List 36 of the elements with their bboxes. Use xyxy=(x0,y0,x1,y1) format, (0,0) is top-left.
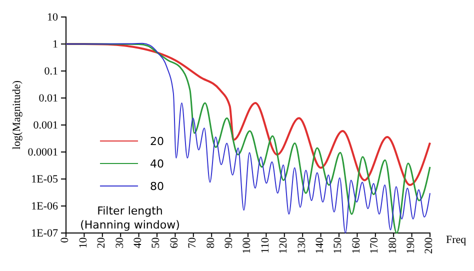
x-tick-label: 190 xyxy=(404,236,417,254)
y-tick-label: 0.0001 xyxy=(28,146,58,159)
x-tick-label: 90 xyxy=(222,236,235,248)
legend-label: 40 xyxy=(150,158,164,170)
x-tick-label: 70 xyxy=(186,236,199,248)
x-tick-label: 150 xyxy=(332,236,344,254)
x-tick-label: 130 xyxy=(296,236,308,254)
y-tick-label: 0.001 xyxy=(33,120,58,132)
y-tick-label: 1E-07 xyxy=(31,228,58,240)
x-tick-label: 10 xyxy=(77,236,90,248)
x-tick-label: 140 xyxy=(314,236,326,254)
y-tick-label: 0.01 xyxy=(38,92,58,105)
x-tick-label: 50 xyxy=(150,236,162,248)
x-tick-label: 80 xyxy=(204,236,217,248)
y-tick-label: 10 xyxy=(47,12,58,24)
x-tick-label: 30 xyxy=(114,236,126,248)
x-tick-label: 120 xyxy=(278,236,290,254)
x-tick-label: 20 xyxy=(96,236,108,248)
x-tick-label: 0 xyxy=(59,236,72,243)
y-axis-title: log(Magnitude) xyxy=(11,80,23,150)
x-tick-label: 160 xyxy=(350,236,362,254)
legend-title: Filter length (Hanning window) xyxy=(80,204,180,232)
x-axis-title: Freq xyxy=(446,234,467,246)
x-tick-label: 170 xyxy=(368,236,381,254)
x-tick-label: 40 xyxy=(132,236,144,248)
x-tick-label: 100 xyxy=(241,236,254,254)
legend-label: 80 xyxy=(150,180,164,193)
x-tick-label: 60 xyxy=(168,236,180,248)
y-tick-label: 1 xyxy=(52,38,58,51)
y-tick-label: 1E-05 xyxy=(31,174,58,186)
x-tick-label: 200 xyxy=(423,236,436,254)
legend-label: 20 xyxy=(150,135,164,148)
x-tick-label: 180 xyxy=(386,236,399,254)
x-tick-label: 110 xyxy=(259,236,272,254)
y-tick-label: 0.1 xyxy=(44,66,58,78)
y-tick-label: 1E-06 xyxy=(31,200,58,213)
